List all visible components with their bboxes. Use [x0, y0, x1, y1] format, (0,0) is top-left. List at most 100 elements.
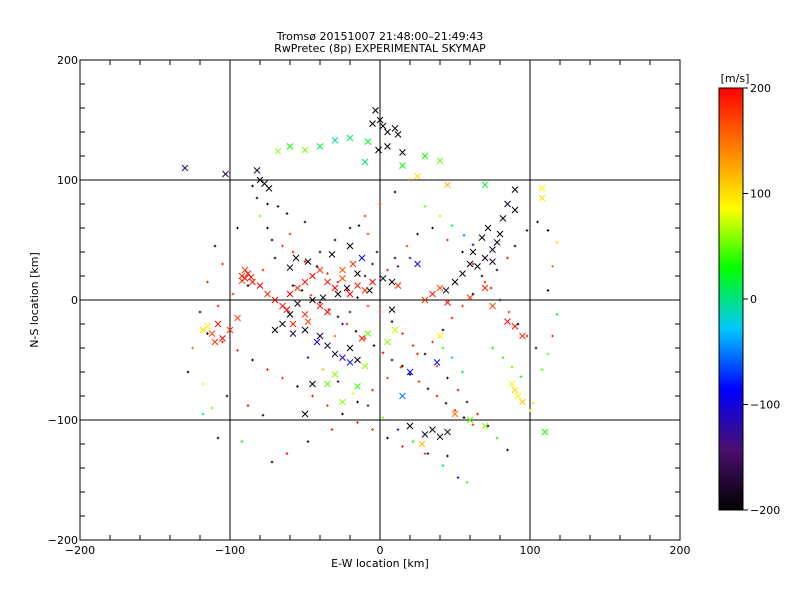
- data-point-plus: [450, 316, 454, 320]
- data-point-plus: [216, 436, 220, 440]
- data-point-x: [301, 410, 309, 418]
- data-point-x: [384, 143, 391, 150]
- data-point-x: [346, 290, 354, 298]
- data-point-plus: [186, 370, 190, 374]
- data-point-x: [211, 338, 219, 346]
- data-point-plus: [198, 310, 202, 314]
- data-point-plus: [213, 244, 217, 248]
- x-tick-label: −200: [65, 544, 95, 557]
- data-point-x: [481, 284, 489, 292]
- data-point-plus: [341, 322, 344, 326]
- data-point-x: [316, 266, 324, 274]
- data-point-plus: [426, 452, 430, 455]
- data-point-x: [301, 311, 309, 318]
- colorbar-tick-label: −100: [750, 399, 780, 412]
- data-point-x: [361, 158, 369, 166]
- data-point-plus: [461, 370, 464, 374]
- data-point-x: [511, 186, 519, 193]
- data-point-plus: [285, 212, 289, 215]
- data-point-x: [481, 181, 489, 189]
- colorbar-tick-label: −200: [750, 504, 780, 517]
- data-point-x: [399, 392, 406, 400]
- data-point-plus: [363, 214, 367, 218]
- data-point-x: [286, 264, 294, 271]
- data-point-x: [301, 278, 309, 286]
- data-point-x: [346, 242, 354, 250]
- data-point-plus: [495, 436, 499, 440]
- data-point-plus: [471, 243, 475, 247]
- data-point-plus: [371, 262, 374, 266]
- y-axis-label: N-S location [km]: [28, 252, 41, 348]
- data-point-plus: [471, 423, 475, 427]
- data-point-plus: [251, 358, 254, 362]
- data-point-plus: [534, 346, 538, 350]
- data-point-plus: [476, 412, 479, 416]
- data-point-x: [309, 272, 316, 280]
- data-point-x: [339, 398, 346, 406]
- data-point-x: [294, 284, 301, 292]
- data-point-plus: [356, 296, 359, 299]
- data-point-x: [294, 300, 301, 307]
- data-point-plus: [296, 385, 299, 388]
- data-point-x: [234, 314, 241, 322]
- data-point-plus: [456, 388, 460, 392]
- data-point-plus: [417, 380, 421, 383]
- data-point-plus: [519, 375, 523, 379]
- data-point-x: [247, 273, 255, 281]
- data-point-plus: [258, 214, 262, 218]
- data-point-x: [324, 342, 331, 349]
- data-point-plus: [285, 452, 289, 455]
- x-axis-label: E-W location [km]: [331, 557, 429, 570]
- data-point-plus: [446, 454, 449, 458]
- data-point-x: [292, 254, 300, 262]
- data-point-x: [376, 116, 384, 124]
- data-point-plus: [426, 387, 430, 391]
- data-point-x: [339, 354, 346, 361]
- colorbar-tick-label: 200: [750, 82, 771, 95]
- data-point-x: [301, 326, 309, 334]
- data-point-x: [279, 320, 286, 328]
- data-point-x: [418, 440, 426, 448]
- data-point-plus: [510, 365, 514, 369]
- data-point-x: [379, 275, 387, 282]
- data-point-plus: [366, 232, 370, 236]
- data-point-plus: [471, 292, 475, 296]
- data-point-x: [301, 146, 309, 154]
- data-point-plus: [396, 265, 400, 268]
- data-point-x: [354, 270, 361, 277]
- data-point-plus: [435, 364, 439, 368]
- data-point-x: [444, 299, 451, 306]
- data-point-x: [484, 224, 492, 232]
- data-point-x: [451, 278, 459, 286]
- data-point-x: [514, 392, 522, 400]
- data-point-x: [451, 410, 459, 418]
- data-point-plus: [386, 376, 389, 380]
- data-point-x: [421, 152, 429, 160]
- data-point-plus: [300, 289, 304, 292]
- data-point-x: [504, 200, 511, 208]
- data-point-plus: [431, 340, 434, 344]
- data-point-x: [499, 215, 507, 222]
- data-point-plus: [555, 313, 559, 316]
- data-point-plus: [351, 392, 355, 395]
- data-point-plus: [491, 346, 494, 350]
- data-point-x: [489, 246, 496, 253]
- data-point-x: [372, 107, 379, 114]
- data-point-x: [474, 263, 481, 270]
- data-point-x: [204, 323, 211, 330]
- data-point-x: [354, 282, 361, 289]
- data-point-plus: [381, 416, 385, 419]
- data-point-plus: [416, 352, 419, 356]
- data-point-x: [343, 284, 351, 292]
- data-point-x: [256, 176, 264, 184]
- data-point-plus: [336, 380, 340, 383]
- data-point-plus: [251, 184, 254, 188]
- data-point-plus: [431, 226, 434, 230]
- data-point-plus: [348, 310, 352, 314]
- data-point-x: [264, 290, 271, 298]
- data-point-plus: [255, 196, 259, 200]
- data-point-x: [433, 359, 441, 366]
- data-point-x: [354, 383, 361, 390]
- data-point-plus: [486, 424, 490, 428]
- data-point-plus: [309, 293, 313, 297]
